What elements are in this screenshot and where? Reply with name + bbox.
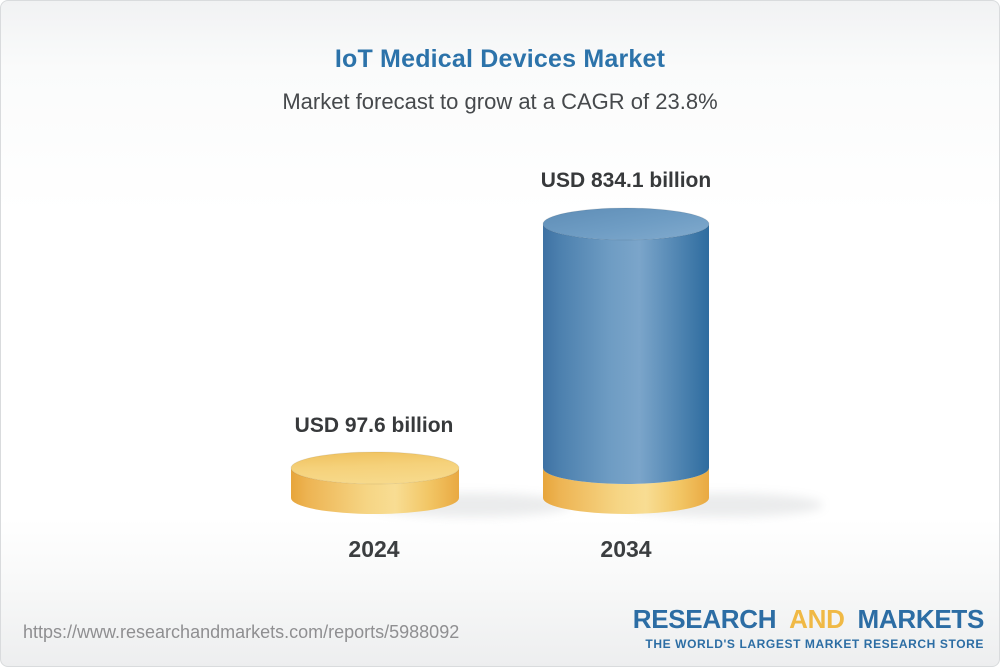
bar-2024-cylinder <box>290 451 460 514</box>
value-label-2024: USD 97.6 billion <box>294 414 454 437</box>
logo-word-and: AND <box>789 604 845 634</box>
chart-title: IoT Medical Devices Market <box>334 45 666 73</box>
logo-wordmark: RESEARCH AND MARKETS <box>632 604 985 635</box>
logo-word-research: RESEARCH <box>632 604 777 634</box>
chart-subtitle: Market forecast to grow at a CAGR of 23.… <box>282 89 718 114</box>
category-label-2034: 2034 <box>600 536 652 562</box>
bar-2034-cylinder <box>542 207 710 514</box>
value-label-2034: USD 834.1 billion <box>540 169 712 192</box>
research-and-markets-logo: RESEARCH AND MARKETS THE WORLD'S LARGEST… <box>632 604 985 651</box>
report-url-link[interactable]: https://www.researchandmarkets.com/repor… <box>23 622 460 642</box>
logo-tagline: THE WORLD'S LARGEST MARKET RESEARCH STOR… <box>645 637 984 651</box>
logo-word-markets: MARKETS <box>857 604 985 634</box>
category-label-2024: 2024 <box>348 536 400 562</box>
